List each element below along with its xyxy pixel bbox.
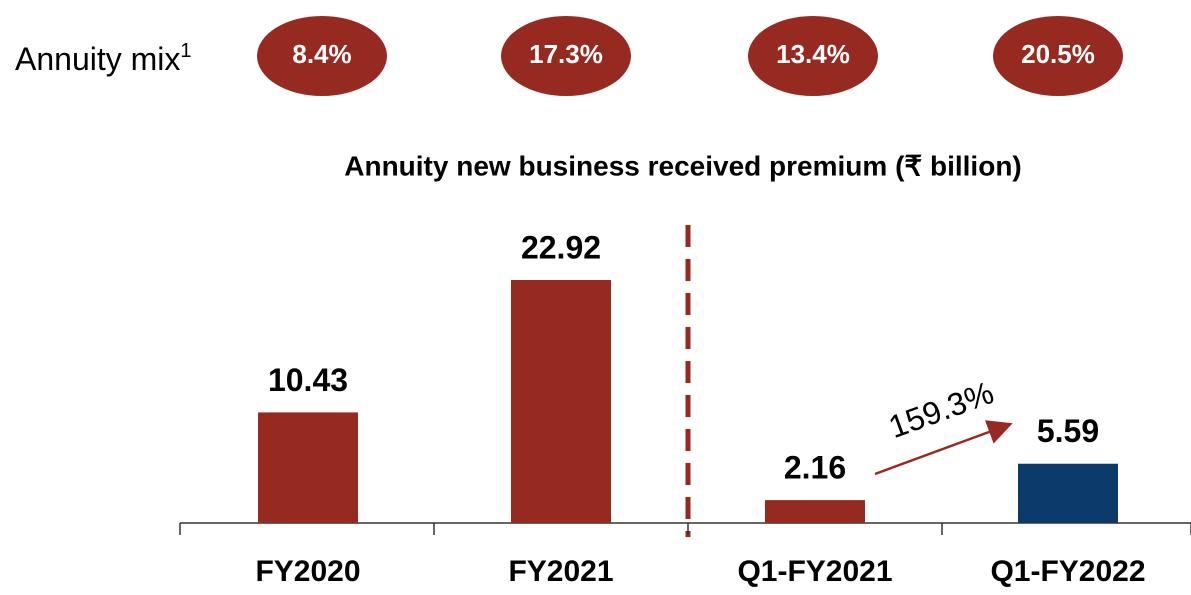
value-label: 5.59	[1037, 413, 1099, 449]
mix-bubble	[993, 16, 1123, 96]
mix-label-text: Annuity mix	[15, 41, 180, 77]
x-tick-label: Q1-FY2021	[737, 555, 892, 588]
mix-bubble	[257, 16, 387, 96]
mix-bubble	[748, 16, 878, 96]
value-label: 2.16	[784, 450, 846, 486]
mix-value-label: 17.3%	[529, 39, 603, 69]
mix-footnote: 1	[180, 40, 191, 62]
growth-arrow	[874, 420, 1013, 476]
chart-title: Annuity new business received premium (₹…	[344, 150, 1022, 181]
bar	[1018, 463, 1118, 523]
bar	[511, 280, 611, 523]
bar	[258, 412, 358, 523]
x-tick-label: FY2021	[508, 555, 613, 588]
x-tick-label: FY2020	[255, 555, 360, 588]
mix-value-label: 8.4%	[292, 39, 351, 69]
value-label: 22.92	[521, 229, 601, 265]
mix-value-label: 20.5%	[1021, 39, 1095, 69]
mix-label: Annuity mix1	[15, 40, 192, 77]
bar	[765, 500, 865, 523]
value-label: 10.43	[268, 362, 348, 398]
mix-bubble	[501, 16, 631, 96]
x-tick-label: Q1-FY2022	[990, 555, 1145, 588]
mix-value-label: 13.4%	[776, 39, 850, 69]
